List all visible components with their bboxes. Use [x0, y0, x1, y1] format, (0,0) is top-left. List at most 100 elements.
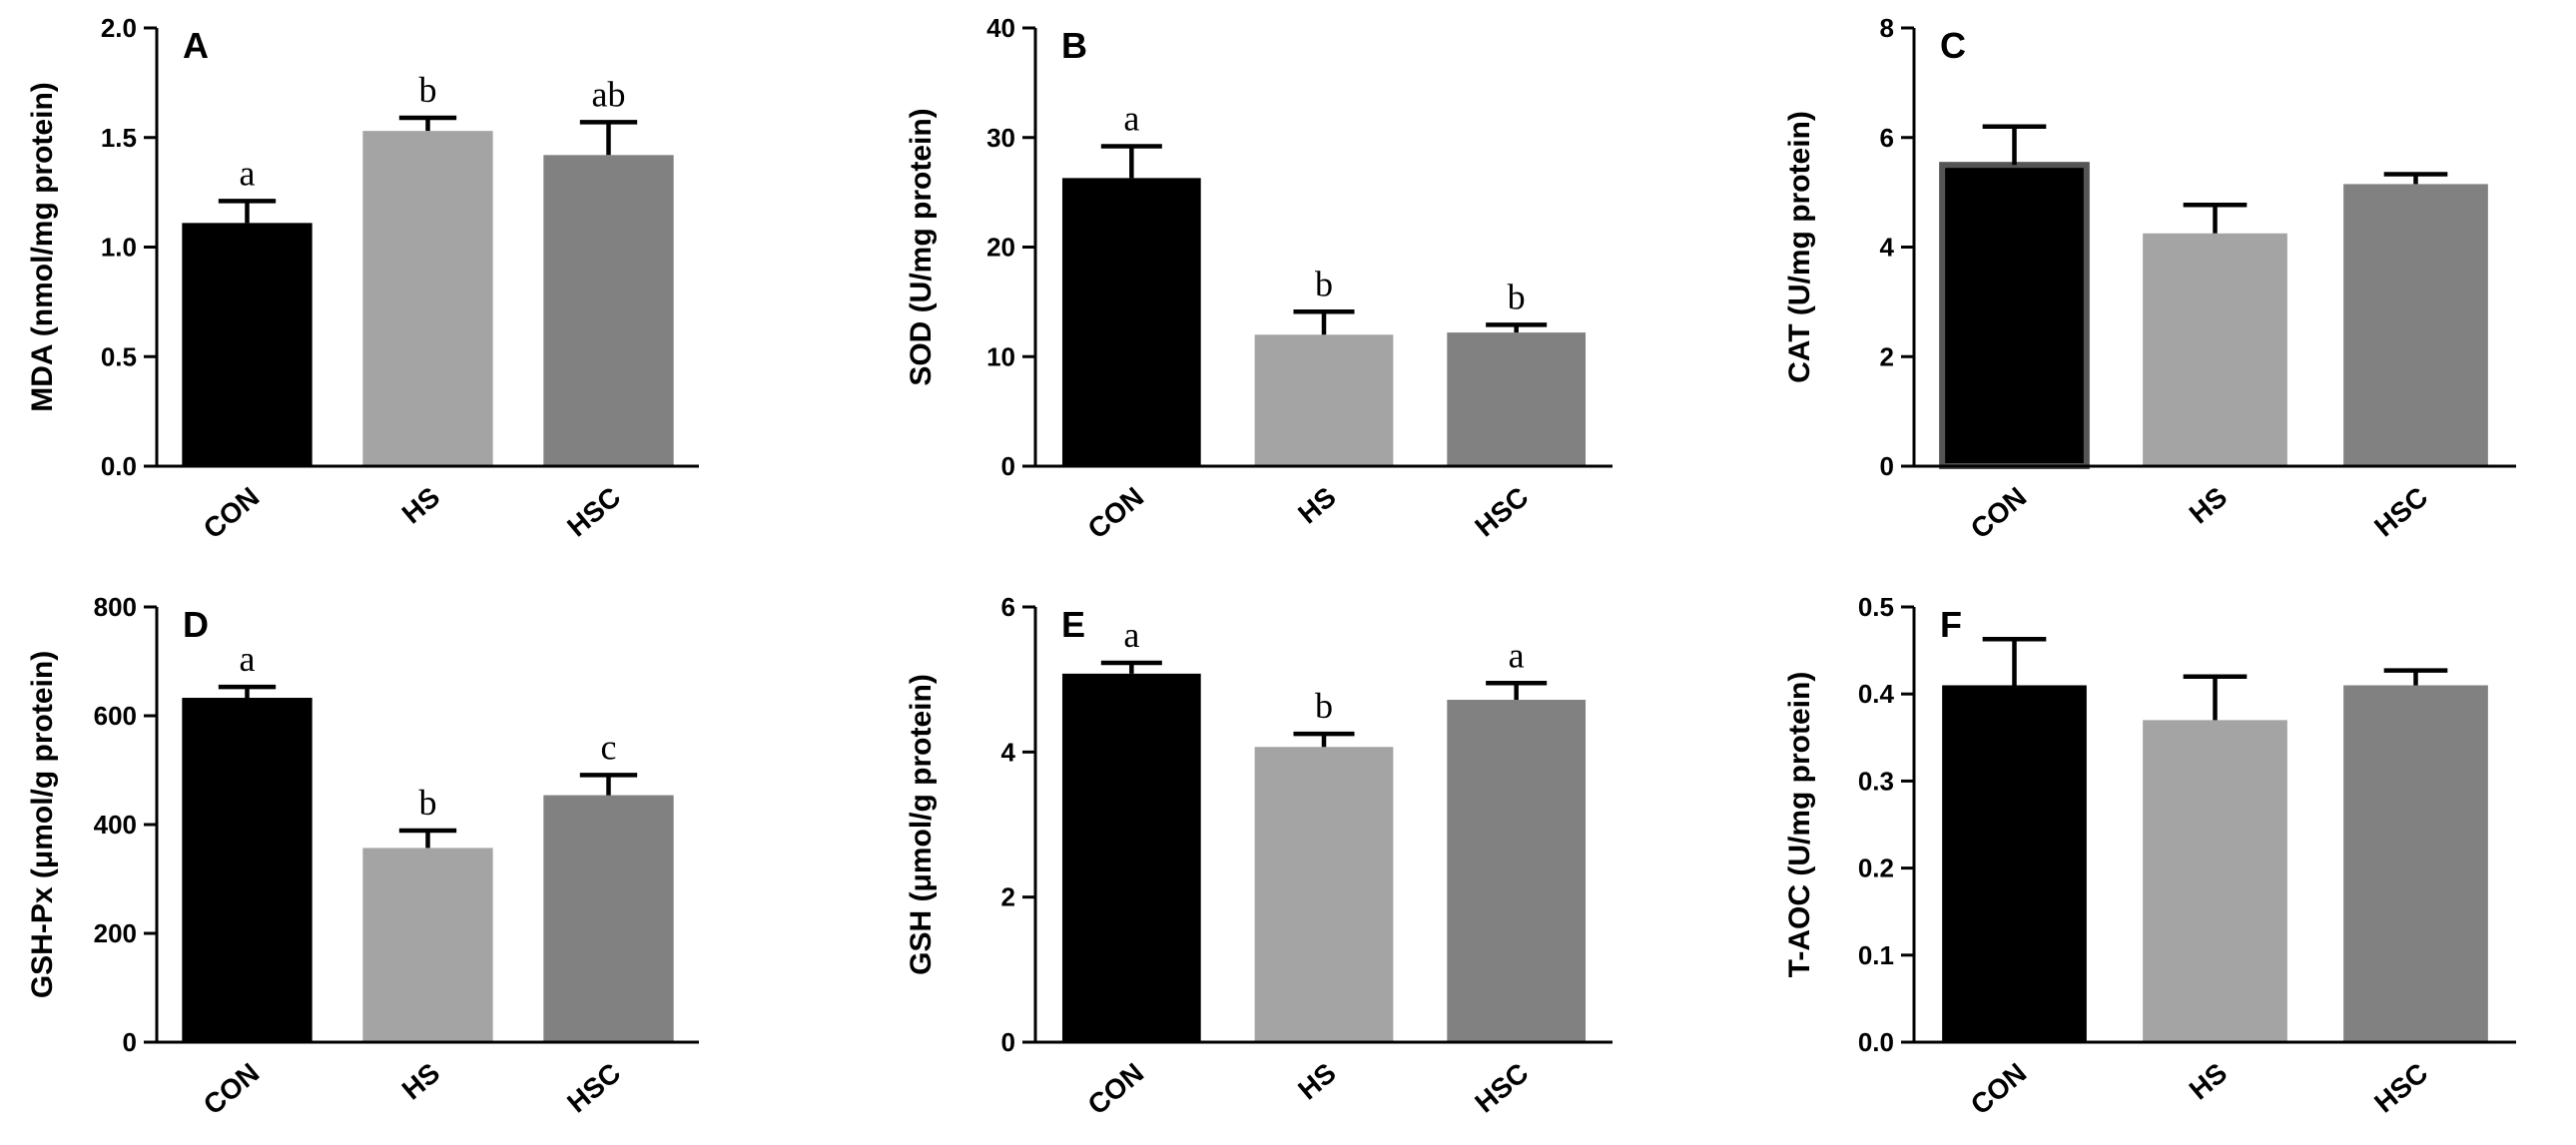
error-bar-hsc [1486, 681, 1548, 701]
category-label-con: CON [1965, 481, 2033, 545]
sig-letter-con: a [1123, 615, 1139, 655]
bar-hs [1254, 334, 1394, 466]
category-label-hsc: HSC [2368, 1057, 2433, 1119]
bar-hsc [1447, 332, 1587, 466]
category-label-hs: HS [1292, 1057, 1342, 1106]
bar-hs [2143, 720, 2287, 1042]
bar-hsc [2343, 685, 2488, 1042]
bar-con [1061, 673, 1201, 1042]
panel-c: CON HS HSC 0 2 4 6 8 CAT (U/mg protein) C [1783, 13, 2516, 545]
y-tick-label: 0.3 [1858, 766, 1894, 796]
category-label-hsc: HSC [2368, 481, 2433, 543]
panel-letter: D [183, 604, 209, 645]
sig-letter-hsc: c [601, 727, 617, 767]
y-axis-label: T-AOC (U/mg protein) [1783, 672, 1816, 978]
panel-e: a CON b HS a HSC 0 2 4 6 GSH (μmol/g protein) E [905, 592, 1612, 1121]
error-bar-hs [1293, 309, 1355, 335]
bar-hs [2143, 233, 2287, 466]
bar-hsc [2343, 184, 2488, 467]
category-label-con: CON [198, 1057, 266, 1121]
y-tick-label: 2 [1880, 341, 1894, 371]
y-tick-label: 200 [94, 918, 137, 948]
y-tick-label: 0 [1880, 451, 1894, 481]
bar-con [1942, 685, 2087, 1042]
sig-letter-hs: b [1315, 686, 1333, 726]
panel-a: a CON b HS ab HSC 0.0 0.5 1.0 1.5 2.0 MDA (nmol/mg … [26, 13, 699, 545]
y-tick-label: 0.0 [101, 451, 137, 481]
y-tick-label: 0.0 [1858, 1027, 1894, 1057]
y-tick-label: 0.4 [1858, 679, 1895, 709]
sig-letter-hs: b [1315, 264, 1333, 303]
error-bar-con [1100, 660, 1162, 674]
error-bar-con [1100, 144, 1162, 179]
y-tick-label: 2 [1001, 882, 1015, 912]
y-tick-label: 40 [986, 13, 1015, 43]
y-axis-label: SOD (U/mg protein) [905, 108, 938, 385]
bar-hsc [543, 795, 674, 1042]
sig-letter-con: a [240, 153, 256, 193]
category-label-hs: HS [2184, 481, 2234, 530]
panel-letter: A [183, 25, 209, 66]
sig-letter-hs: b [419, 70, 437, 110]
y-axis-label: GSH (μmol/g protein) [905, 674, 938, 975]
bar-con [182, 698, 313, 1042]
category-label-hsc: HSC [1469, 481, 1534, 543]
error-bar-hsc [2383, 668, 2448, 686]
bar-hsc [543, 155, 674, 466]
error-bar-hs [1293, 731, 1355, 748]
error-bar-con [218, 684, 277, 699]
category-label-hs: HS [396, 1057, 446, 1106]
y-tick-label: 6 [1001, 592, 1015, 622]
sig-letter-hsc: a [1509, 635, 1525, 675]
y-tick-label: 0 [123, 1027, 137, 1057]
y-tick-label: 800 [94, 592, 137, 622]
y-tick-label: 10 [986, 341, 1015, 371]
category-label-hs: HS [1292, 481, 1342, 530]
y-tick-label: 4 [1880, 233, 1895, 263]
error-bar-con [218, 199, 277, 224]
sig-letter-hsc: ab [592, 74, 626, 114]
sig-letter-con: a [240, 639, 256, 679]
y-tick-label: 2.0 [101, 13, 137, 43]
error-bar-hsc [1486, 322, 1548, 333]
panel-letter: C [1940, 25, 1966, 66]
bar-con [1939, 162, 2090, 469]
bar-hs [1254, 747, 1394, 1042]
error-bar-hs [2183, 674, 2248, 721]
y-axis-label: GSH-Px (μmol/g protein) [26, 651, 59, 998]
category-label-hsc: HSC [561, 481, 626, 543]
error-bar-con [1982, 637, 2047, 686]
y-tick-label: 0.2 [1858, 854, 1894, 883]
category-label-con: CON [1965, 1057, 2033, 1121]
category-label-hsc: HSC [1469, 1057, 1534, 1119]
category-label-hs: HS [2184, 1057, 2234, 1106]
sig-letter-hsc: b [1508, 277, 1526, 316]
y-tick-label: 30 [986, 123, 1015, 153]
y-axis-label: CAT (U/mg protein) [1783, 111, 1816, 383]
bar-con [182, 223, 313, 466]
y-tick-label: 1.5 [101, 123, 137, 153]
panel-f: CON HS HSC 0.0 0.1 0.2 0.3 0.4 0.5 T-AOC (U/mg pr… [1783, 592, 2516, 1121]
bar-hsc [1447, 700, 1587, 1042]
sig-letter-hs: b [419, 783, 437, 823]
error-bar-hs [398, 115, 457, 132]
y-tick-label: 1.0 [101, 233, 137, 263]
y-tick-label: 0.5 [1858, 592, 1894, 622]
y-tick-label: 0 [1001, 1027, 1015, 1057]
sig-letter-con: a [1123, 99, 1139, 139]
y-tick-label: 8 [1880, 13, 1894, 43]
y-tick-label: 20 [986, 233, 1015, 263]
panel-b: a CON b HS b HSC 0 10 20 30 40 SOD (U/mg protein) B [905, 13, 1612, 545]
category-label-con: CON [1082, 1057, 1150, 1121]
panel-d: a CON b HS c HSC 0 200 400 600 800 GSH-Px (μmol/g p… [26, 592, 699, 1121]
error-bar-hsc [579, 773, 638, 796]
panel-letter: F [1940, 604, 1962, 645]
y-tick-label: 0.1 [1858, 940, 1894, 970]
error-bar-hsc [579, 120, 638, 156]
panel-letter: E [1061, 604, 1085, 645]
error-bar-hs [2183, 202, 2248, 234]
category-label-hs: HS [396, 481, 446, 530]
y-tick-label: 600 [94, 701, 137, 731]
y-tick-label: 4 [1001, 737, 1016, 767]
